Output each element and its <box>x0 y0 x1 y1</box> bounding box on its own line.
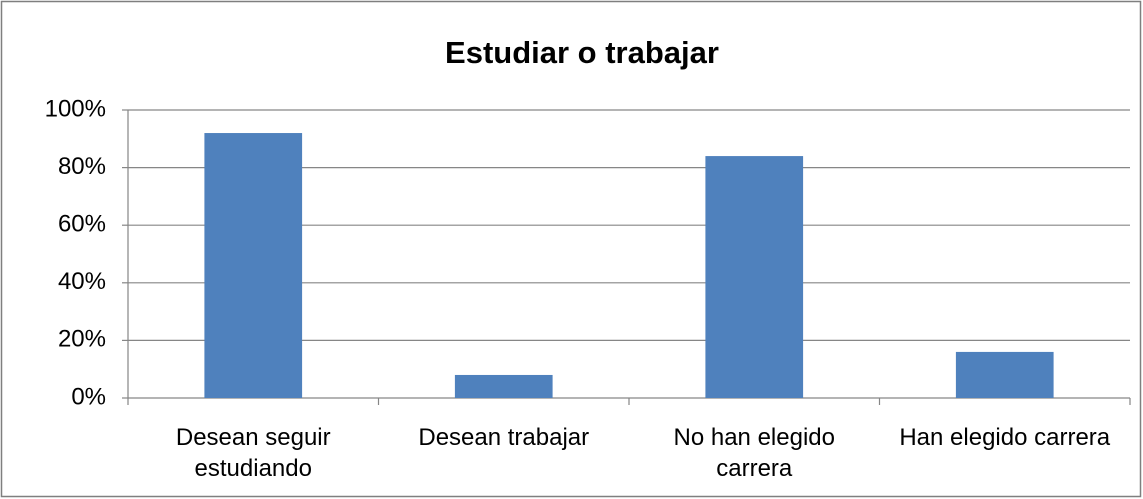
bar <box>955 351 1054 398</box>
bar <box>705 156 804 398</box>
x-tick-label: Desean trabajar <box>418 424 590 451</box>
x-tick-label: Desean seguir estudiando <box>175 424 331 482</box>
x-tick-label: Han elegido carrera <box>899 424 1111 451</box>
y-tick-label: 0% <box>71 383 106 410</box>
y-tick-label: 60% <box>58 211 106 238</box>
y-tick-label: 40% <box>58 268 106 295</box>
y-tick-label: 100% <box>45 95 106 122</box>
bar <box>204 133 303 399</box>
x-tick-label: No han elegido carrera <box>673 424 835 482</box>
y-tick-label: 80% <box>58 153 106 180</box>
chart-title: Estudiar o trabajar <box>445 35 719 70</box>
y-tick-label: 20% <box>58 326 106 353</box>
bar <box>454 374 553 398</box>
